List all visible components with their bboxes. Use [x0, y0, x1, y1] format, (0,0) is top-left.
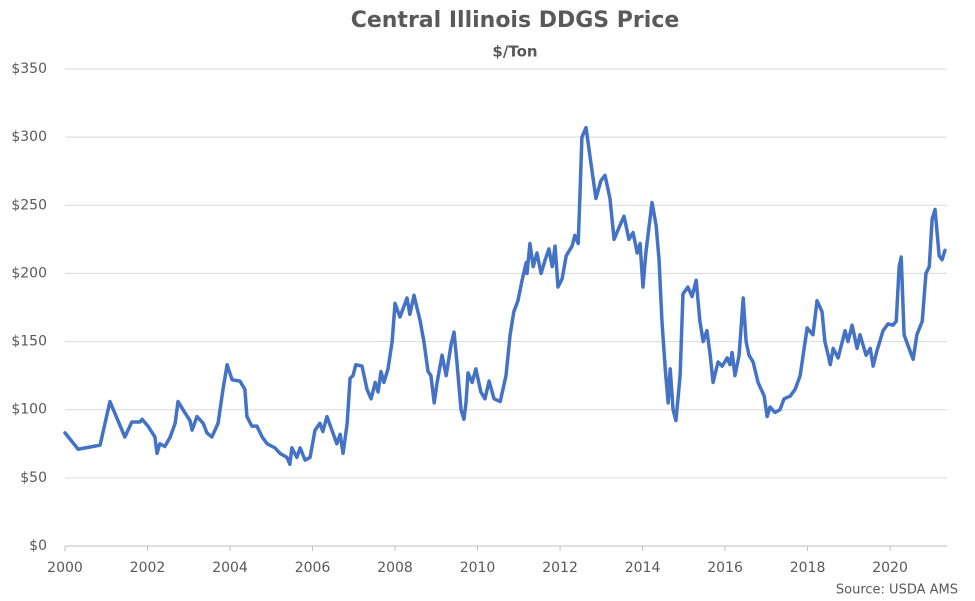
x-tick-label: 2018 — [790, 560, 826, 576]
x-tick-label: 2020 — [872, 560, 908, 576]
x-tick-label: 2004 — [212, 560, 248, 576]
x-tick-label: 2006 — [295, 560, 331, 576]
y-tick-label: $300 — [11, 129, 47, 145]
price-line — [63, 125, 947, 466]
x-tick-label: 2010 — [460, 560, 496, 576]
source-note: Source: USDA AMS — [836, 583, 958, 598]
y-tick-label: $250 — [11, 197, 47, 213]
y-tick-label: $50 — [20, 470, 47, 486]
x-tick-label: 2008 — [377, 560, 413, 576]
x-tick-label: 2002 — [130, 560, 166, 576]
chart-subtitle: $/Ton — [492, 43, 537, 61]
y-tick-label: $200 — [11, 265, 47, 281]
chart-title: Central Illinois DDGS Price — [351, 8, 680, 33]
y-tick-label: $0 — [29, 538, 47, 554]
y-tick-label: $150 — [11, 334, 47, 350]
x-tick-label: 2012 — [542, 560, 578, 576]
y-tick-label: $350 — [11, 61, 47, 77]
x-tick-label: 2014 — [625, 560, 661, 576]
y-tick-label: $100 — [11, 402, 47, 418]
x-tick-label: 2016 — [707, 560, 743, 576]
x-tick-label: 2000 — [47, 560, 83, 576]
